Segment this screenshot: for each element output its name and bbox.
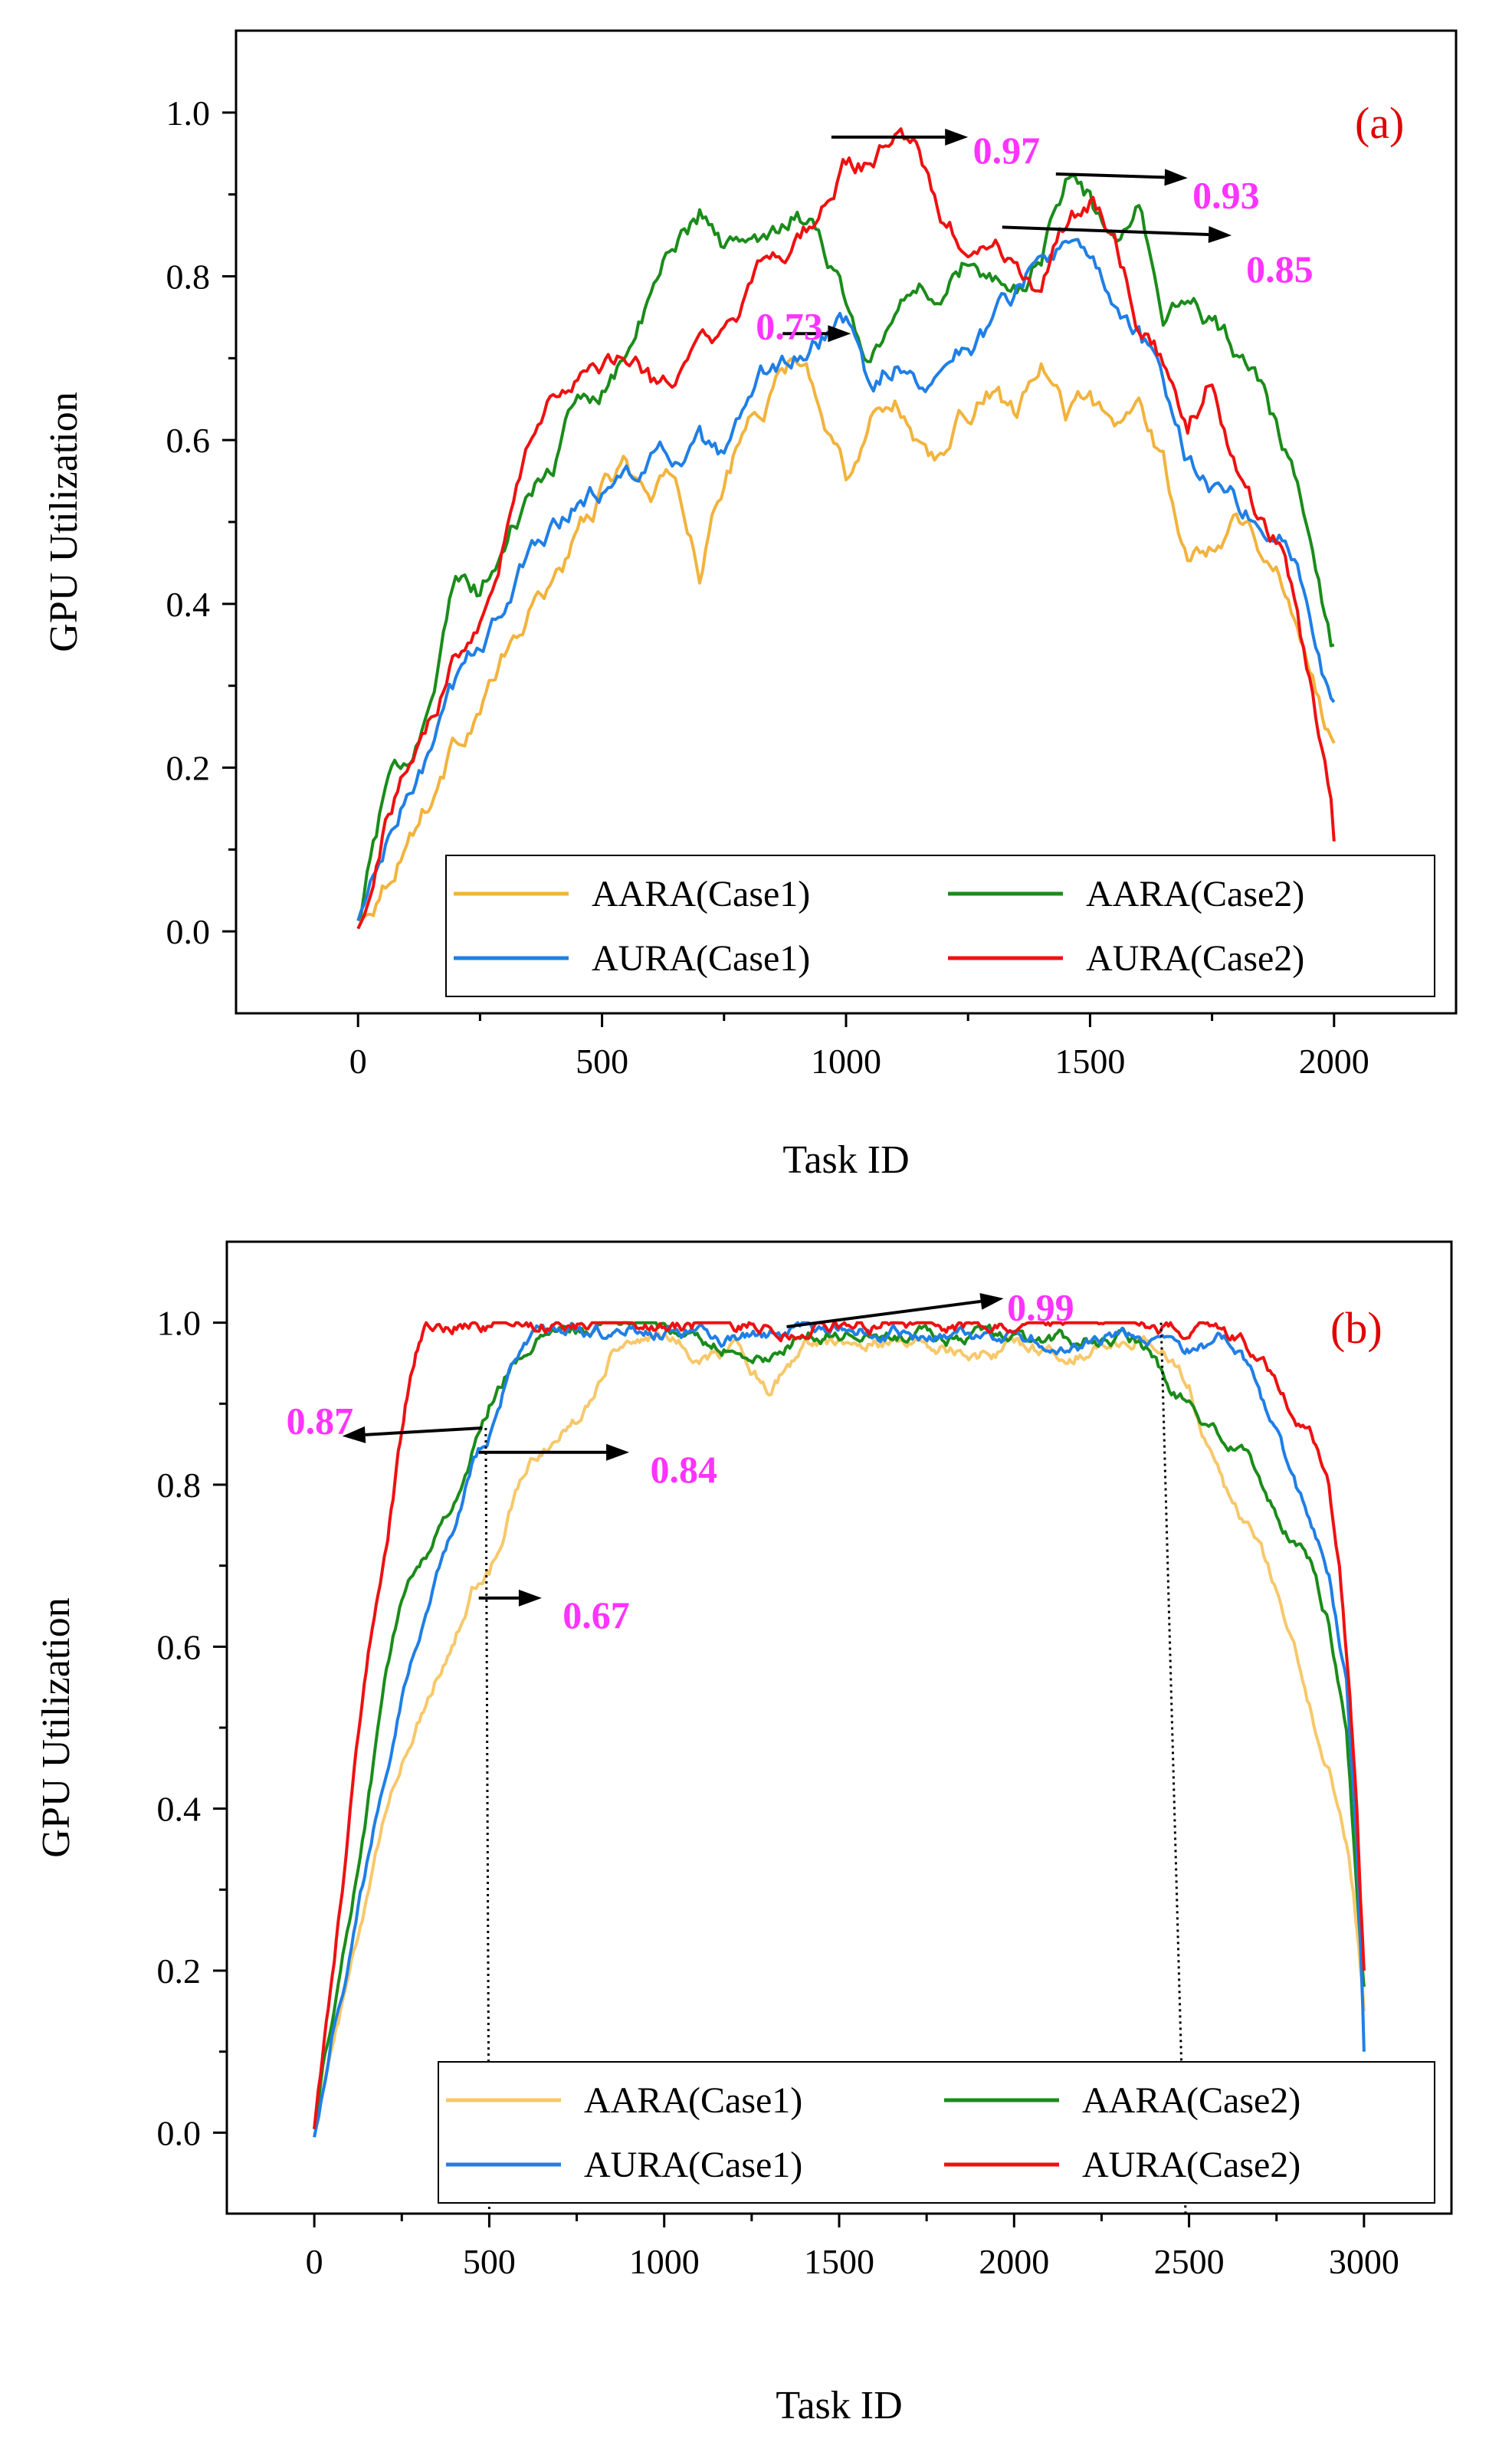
series-line-aara-case2 <box>356 174 1335 922</box>
annotation-arrowhead <box>1164 169 1188 186</box>
y-tick-label: 0.4 <box>166 585 211 624</box>
series-line-aura-case1 <box>313 1321 1366 2138</box>
x-axis-title: Task ID <box>782 1138 909 1182</box>
annotation-arrow-0.99 <box>786 1299 982 1328</box>
annotation-arrowhead <box>979 1292 1004 1310</box>
annotation-arrow-0.87 <box>365 1426 483 1436</box>
x-tick-label: 1500 <box>804 2242 874 2281</box>
annotation-label: 0.67 <box>562 1594 630 1636</box>
legend-entry-label: AURA(Case2) <box>1082 2145 1300 2185</box>
legend-entry-label: AARA(Case1) <box>584 2080 802 2121</box>
x-tick-label: 2500 <box>1154 2242 1225 2281</box>
series-line-aara-case1 <box>356 357 1336 922</box>
x-tick-label: 2000 <box>979 2242 1049 2281</box>
y-tick-label: 0.8 <box>166 258 211 297</box>
annotation-label: 0.97 <box>973 129 1041 172</box>
x-tick-label: 1000 <box>811 1042 881 1081</box>
y-tick-label: 0.6 <box>166 421 211 460</box>
panel-label: (b) <box>1330 1303 1382 1353</box>
annotation-label: 0.99 <box>1007 1286 1074 1329</box>
y-tick-label: 1.0 <box>166 94 211 133</box>
annotation-arrowhead <box>606 1443 630 1461</box>
chart-panel-a: 0 500 1000 1500 2000 0.0 0.2 0.4 0.6 0.8 1.0 Task I… <box>42 29 1458 1182</box>
x-tick-label: 3000 <box>1329 2242 1399 2281</box>
annotation-label: 0.73 <box>756 305 823 348</box>
y-tick-label: 0.0 <box>166 912 211 951</box>
guide-dotted-line <box>484 1428 490 2214</box>
annotation-label: 0.93 <box>1192 174 1260 217</box>
y-tick-label: 0.4 <box>157 1790 202 1829</box>
annotation-arrowhead <box>945 128 969 146</box>
y-axis-title: GPU Utilization <box>42 392 86 652</box>
annotation-label: 0.85 <box>1246 248 1314 290</box>
annotation-arrowhead <box>828 325 851 343</box>
legend-box <box>445 855 1435 997</box>
legend-entry-label: AARA(Case2) <box>1086 874 1304 914</box>
legend-box <box>438 2061 1435 2204</box>
x-tick-label: 1500 <box>1054 1042 1125 1081</box>
annotation-arrow-0.93 <box>1055 172 1165 179</box>
chart-panel-b: 0 500 1000 1500 2000 2500 3000 0.0 0.2 0.4 0.6 0.8 1… <box>34 1240 1453 2427</box>
panel-label: (a) <box>1355 98 1404 148</box>
legend: AARA(Case1) AARA(Case2) AURA(Case1) AURA(Ca… <box>445 855 1435 997</box>
annotation-arrowhead <box>518 1589 542 1607</box>
x-tick-label: 1000 <box>629 2242 700 2281</box>
series-line-aura-case2 <box>313 1321 1366 2129</box>
legend-entry-label: AURA(Case1) <box>584 2145 802 2185</box>
x-tick-label: 2000 <box>1299 1042 1369 1081</box>
y-tick-label: 0.2 <box>166 749 211 788</box>
y-tick-label: 0.2 <box>157 1951 202 1991</box>
x-axis-title: Task ID <box>776 2384 902 2427</box>
series-line-aura-case1 <box>356 238 1336 921</box>
y-tick-label: 0.8 <box>157 1466 202 1505</box>
annotation-label: 0.84 <box>650 1448 717 1491</box>
series-line-aara-case2 <box>313 1321 1366 2130</box>
x-tick-label: 500 <box>576 1042 628 1081</box>
legend: AARA(Case1) AARA(Case2) AURA(Case1) AURA(Ca… <box>438 2061 1435 2204</box>
legend-entry-label: AARA(Case2) <box>1082 2080 1300 2121</box>
annotation-arrowhead <box>1208 226 1232 244</box>
legend-entry-label: AARA(Case1) <box>592 874 810 914</box>
series-line-aara-case1 <box>313 1331 1366 2130</box>
annotation-arrow-0.85 <box>1002 225 1209 237</box>
x-tick-label: 0 <box>306 2242 323 2281</box>
legend-entry-label: AURA(Case1) <box>592 938 810 979</box>
series-line-aura-case2 <box>356 127 1336 930</box>
x-tick-label: 0 <box>349 1042 367 1081</box>
x-tick-label: 500 <box>463 2242 516 2281</box>
annotation-arrowhead <box>342 1426 366 1443</box>
legend-entry-label: AURA(Case2) <box>1086 938 1304 979</box>
y-axis-title: GPU Utilization <box>34 1597 78 1857</box>
annotation-label: 0.87 <box>287 1399 354 1442</box>
y-tick-label: 0.6 <box>157 1627 202 1666</box>
y-tick-label: 1.0 <box>157 1304 202 1343</box>
y-tick-label: 0.0 <box>157 2113 202 2152</box>
